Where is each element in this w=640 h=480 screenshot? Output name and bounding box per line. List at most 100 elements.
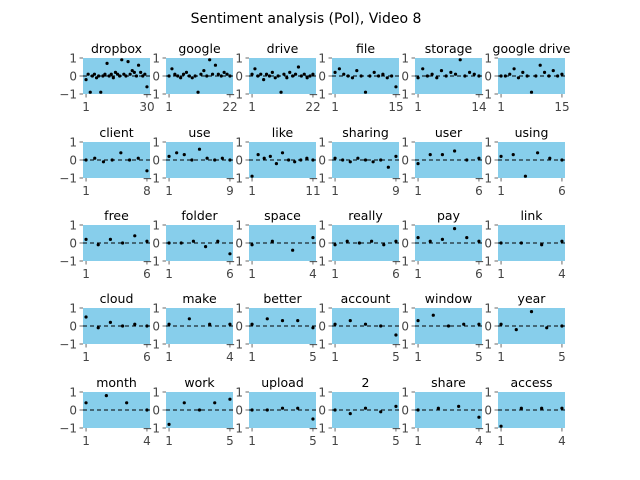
data-point: [394, 239, 398, 243]
panel-title: sharing: [342, 125, 389, 140]
data-point: [179, 241, 183, 245]
data-point: [84, 237, 88, 241]
y-tick-label: 0: [69, 70, 77, 84]
x-tick-label: 6: [475, 267, 483, 281]
data-point: [477, 239, 481, 243]
data-point: [337, 67, 341, 71]
data-point: [305, 76, 309, 80]
panel-title: space: [264, 208, 301, 223]
y-tick-label: 1: [401, 386, 409, 400]
data-point: [416, 236, 420, 240]
data-point: [333, 243, 337, 247]
y-tick-label: −1: [225, 172, 243, 186]
panel-background: [415, 392, 482, 428]
x-tick-label: 1: [414, 267, 422, 281]
data-point: [525, 74, 529, 78]
data-point: [250, 408, 254, 412]
y-tick-label: 1: [484, 136, 492, 150]
x-tick-label: 1: [165, 434, 173, 448]
data-point: [222, 70, 226, 74]
data-point: [381, 72, 385, 76]
data-point: [346, 74, 350, 78]
data-point: [175, 151, 179, 155]
data-point: [191, 239, 196, 243]
panel-title: free: [104, 208, 129, 223]
data-point: [477, 74, 481, 78]
data-point: [444, 74, 448, 78]
x-tick-label: 6: [475, 184, 483, 198]
x-tick-label: 4: [226, 350, 234, 364]
data-point: [88, 90, 92, 94]
y-tick-label: 1: [69, 386, 77, 400]
data-point: [190, 158, 194, 162]
data-point: [499, 154, 503, 158]
y-tick-label: −1: [391, 338, 409, 352]
data-point: [132, 70, 136, 74]
data-point: [534, 74, 538, 78]
data-point: [262, 156, 266, 160]
y-tick-label: 0: [484, 404, 492, 418]
data-point: [268, 154, 272, 158]
y-tick-label: −1: [308, 88, 326, 102]
y-tick-label: −1: [308, 338, 326, 352]
data-point: [379, 158, 383, 162]
panel-background: [498, 225, 565, 261]
x-tick-label: 1: [331, 434, 339, 448]
panel-background: [83, 225, 150, 261]
panel-title: folder: [181, 208, 218, 223]
y-tick-label: −1: [142, 422, 160, 436]
data-point: [511, 153, 515, 157]
y-tick-label: 1: [318, 302, 326, 316]
panel-title: using: [515, 125, 549, 140]
data-point: [120, 58, 124, 62]
data-point: [216, 239, 220, 243]
y-tick-label: 1: [235, 136, 243, 150]
data-point: [253, 67, 257, 71]
panel-background: [415, 225, 482, 261]
y-tick-label: 1: [484, 302, 492, 316]
data-point: [145, 408, 149, 412]
x-tick-label: 1: [331, 350, 339, 364]
data-point: [428, 239, 432, 243]
data-point: [210, 72, 215, 76]
data-point: [141, 74, 145, 78]
data-point: [262, 78, 266, 82]
x-tick-label: 5: [309, 434, 317, 448]
data-point: [225, 72, 229, 76]
data-point: [124, 74, 128, 78]
y-tick-label: 1: [152, 386, 160, 400]
y-tick-label: 0: [69, 237, 77, 251]
x-tick-label: 15: [554, 100, 569, 114]
x-tick-label: 4: [558, 267, 566, 281]
data-point: [519, 241, 523, 245]
data-point: [551, 69, 555, 73]
panel-background: [332, 392, 399, 428]
data-point: [256, 74, 260, 78]
data-point: [167, 322, 171, 326]
panel: better −1 0 1 1 5: [225, 291, 316, 364]
data-point: [84, 158, 88, 162]
data-point: [282, 72, 286, 76]
data-point: [179, 76, 183, 80]
data-point: [548, 156, 552, 160]
panel-background: [498, 308, 565, 344]
y-tick-label: 0: [235, 320, 243, 334]
data-point: [103, 72, 107, 76]
panel: dropbox −1 0 1 1 30: [59, 41, 154, 114]
y-tick-label: 0: [152, 154, 160, 168]
y-tick-label: −1: [59, 255, 77, 269]
data-point: [385, 76, 389, 80]
data-point: [133, 234, 137, 238]
panel: user −1 0 1 1 6: [391, 125, 482, 198]
data-point: [463, 74, 467, 78]
data-point: [499, 241, 503, 245]
data-point: [472, 72, 476, 76]
panel-background: [498, 392, 565, 428]
data-point: [359, 74, 363, 78]
x-tick-label: 1: [497, 434, 505, 448]
data-point: [173, 72, 177, 76]
